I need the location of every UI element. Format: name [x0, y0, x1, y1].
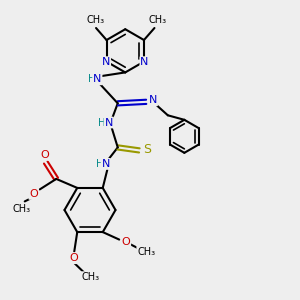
- Text: CH₃: CH₃: [13, 204, 31, 214]
- Text: O: O: [122, 237, 130, 247]
- Text: N: N: [102, 57, 110, 67]
- Text: H: H: [88, 74, 95, 84]
- Text: N: N: [149, 95, 157, 105]
- Text: CH₃: CH₃: [87, 15, 105, 25]
- Text: CH₃: CH₃: [148, 15, 166, 25]
- Text: O: O: [29, 189, 38, 199]
- Text: O: O: [70, 253, 79, 263]
- Text: H: H: [98, 118, 106, 128]
- Text: O: O: [40, 150, 49, 160]
- Text: H: H: [96, 159, 103, 169]
- Text: N: N: [93, 74, 101, 84]
- Text: N: N: [105, 118, 113, 128]
- Text: CH₃: CH₃: [137, 247, 155, 256]
- Text: S: S: [143, 143, 151, 156]
- Text: N: N: [102, 159, 110, 169]
- Text: CH₃: CH₃: [82, 272, 100, 282]
- Text: N: N: [140, 57, 149, 67]
